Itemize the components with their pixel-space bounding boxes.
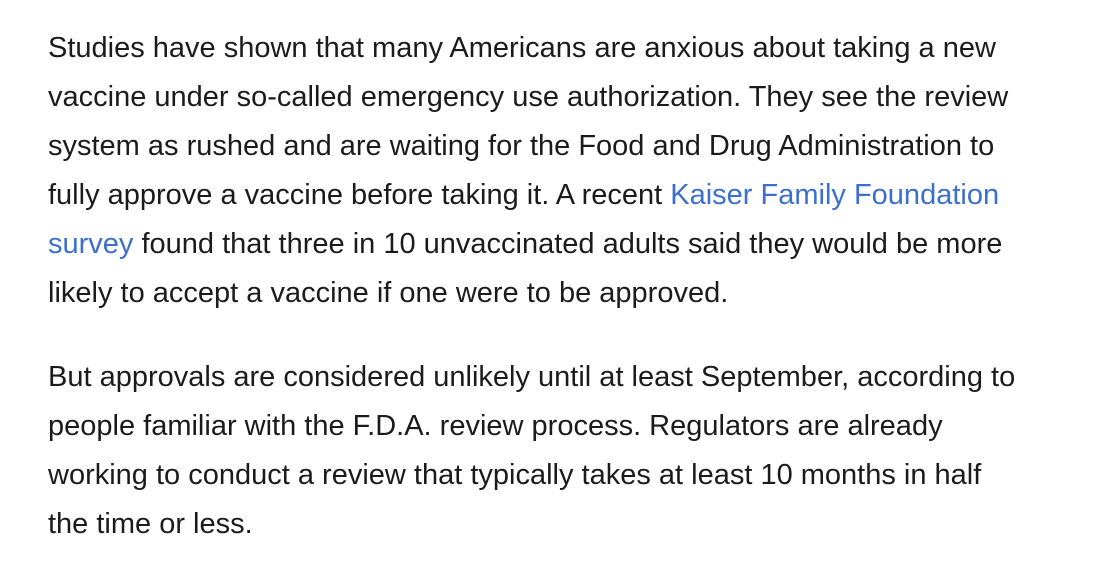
text-line: working to conduct a review that typical… — [48, 459, 982, 491]
text-line: But approvals are considered unlikely un… — [48, 361, 1016, 393]
text-line-with-link: survey found that three in 10 unvaccinat… — [48, 220, 1088, 269]
paragraph-approval-timeline: But approvals are considered unlikely un… — [48, 353, 1088, 549]
kaiser-survey-link-continued[interactable]: survey — [48, 228, 134, 260]
text-segment: found that three in 10 unvaccinated adul… — [133, 228, 1003, 260]
text-segment: fully approve a vaccine before taking it… — [48, 179, 671, 211]
kaiser-survey-link[interactable]: Kaiser Family Foundation — [670, 179, 1000, 211]
text-line: people familiar with the F.D.A. review p… — [48, 410, 943, 442]
text-line: system as rushed and are waiting for the… — [48, 130, 995, 162]
paragraph-vaccine-anxiety: Studies have shown that many Americans a… — [48, 24, 1088, 318]
text-line: vaccine under so-called emergency use au… — [48, 81, 1009, 113]
text-line: the time or less. — [48, 508, 253, 540]
article-body: Studies have shown that many Americans a… — [48, 24, 1088, 549]
text-line: likely to accept a vaccine if one were t… — [48, 277, 729, 309]
text-line-with-link: fully approve a vaccine before taking it… — [48, 171, 1088, 220]
text-line: Studies have shown that many Americans a… — [48, 32, 996, 64]
